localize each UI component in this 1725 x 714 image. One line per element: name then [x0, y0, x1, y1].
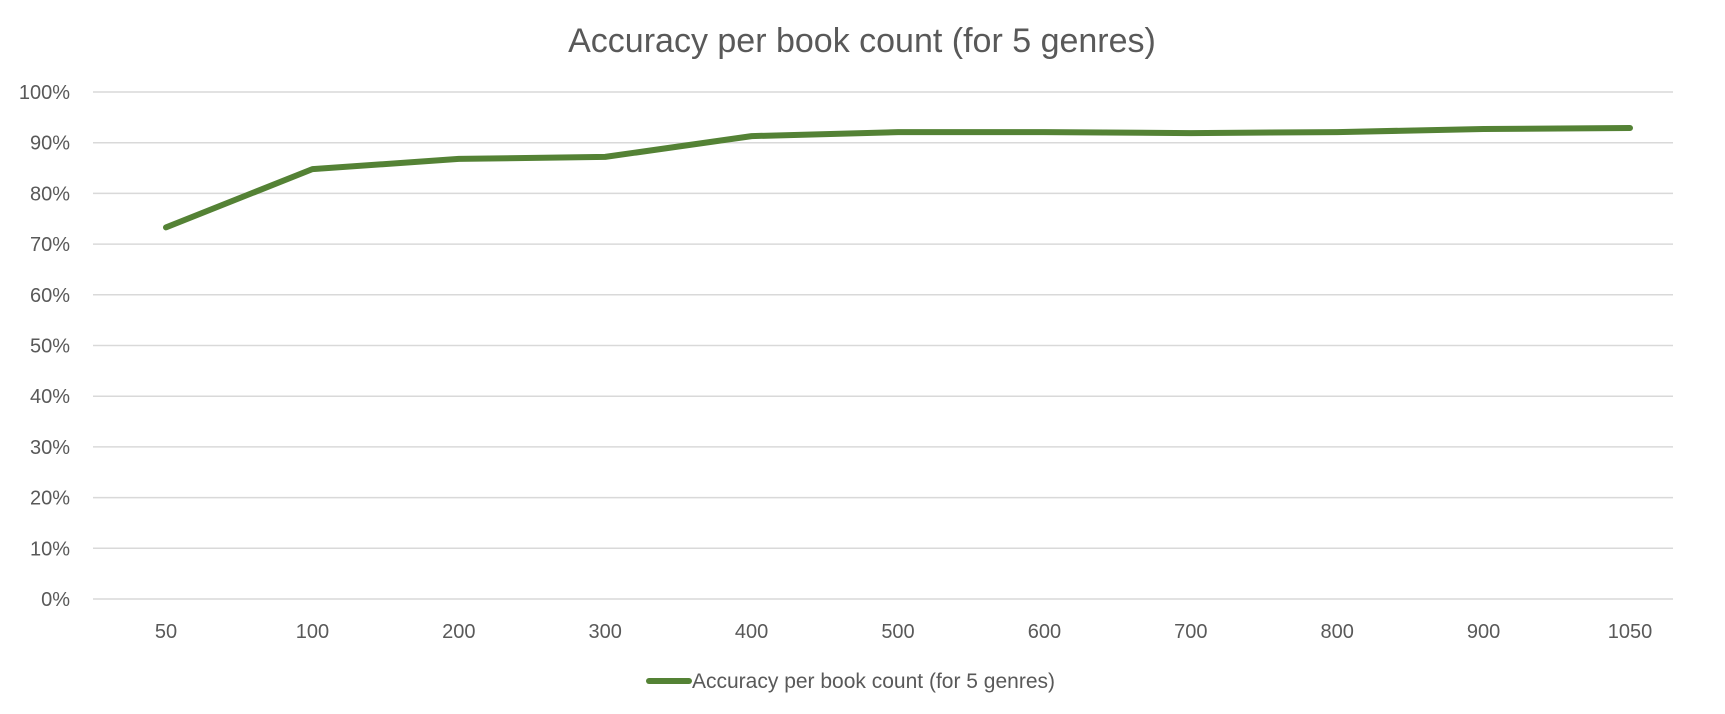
- chart-title: Accuracy per book count (for 5 genres): [568, 22, 1156, 60]
- x-tick-label: 100: [296, 621, 329, 643]
- y-tick-label: 50%: [30, 336, 70, 358]
- y-tick-label: 20%: [30, 488, 70, 510]
- x-tick-label: 900: [1467, 621, 1500, 643]
- y-tick-label: 100%: [19, 82, 70, 104]
- x-tick-label: 700: [1174, 621, 1207, 643]
- x-tick-label: 200: [442, 621, 475, 643]
- legend: Accuracy per book count (for 5 genres): [646, 670, 1055, 693]
- series-line: [163, 125, 1633, 231]
- y-tick-label: 10%: [30, 538, 70, 560]
- y-tick-label: 70%: [30, 234, 70, 256]
- x-tick-label: 50: [155, 621, 177, 643]
- y-axis-tick-labels: 0% 10% 20% 30% 40% 50% 60% 70% 80% 90% 100%: [19, 82, 70, 611]
- y-tick-label: 0%: [41, 589, 70, 611]
- x-tick-label: 400: [735, 621, 768, 643]
- y-tick-label: 40%: [30, 386, 70, 408]
- y-tick-label: 80%: [30, 183, 70, 205]
- y-tick-label: 90%: [30, 133, 70, 155]
- x-tick-label: 800: [1321, 621, 1354, 643]
- legend-label: Accuracy per book count (for 5 genres): [692, 670, 1055, 693]
- x-axis-tick-labels: 50 100 200 300 400 500 600 700 800 900 1050: [155, 621, 1652, 643]
- gridlines: [93, 91, 1673, 600]
- x-tick-label: 500: [881, 621, 914, 643]
- y-tick-label: 30%: [30, 437, 70, 459]
- y-tick-label: 60%: [30, 285, 70, 307]
- x-tick-label: 1050: [1608, 621, 1653, 643]
- x-tick-label: 600: [1028, 621, 1061, 643]
- series-lines: [163, 125, 1633, 231]
- x-tick-label: 300: [589, 621, 622, 643]
